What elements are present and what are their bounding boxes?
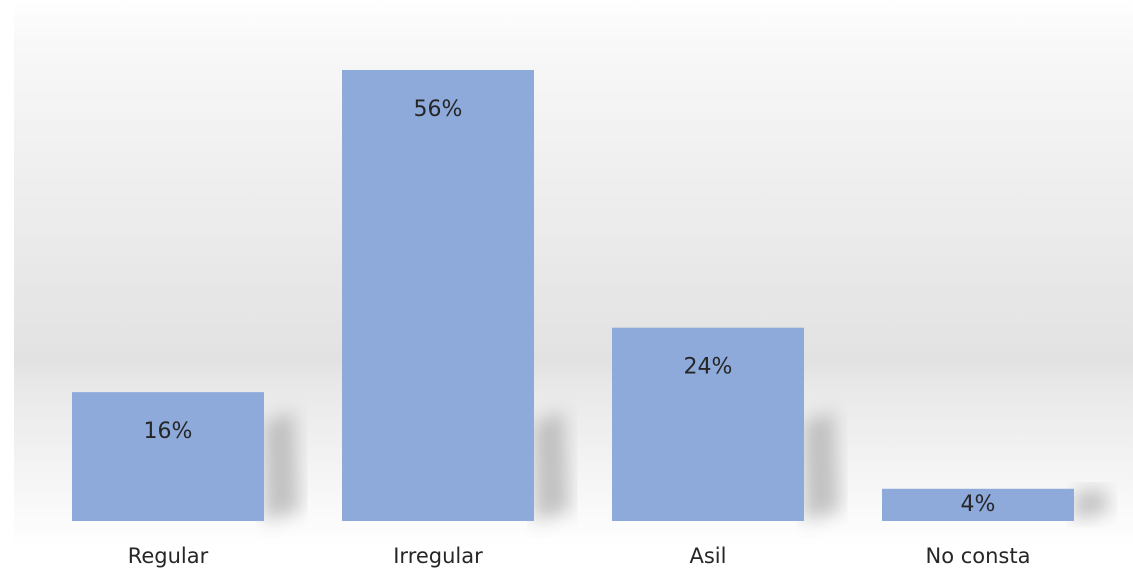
bar-shadow-asil: [804, 411, 840, 521]
x-tick-label-asil: Asil: [690, 544, 727, 568]
bar-asil: [612, 327, 804, 521]
x-tick-label-regular: Regular: [128, 544, 209, 568]
x-tick-label-irregular: Irregular: [393, 544, 483, 568]
x-axis-tick-labels: Regular Irregular Asil No consta: [128, 544, 1031, 568]
bar-shadow-regular: [264, 411, 300, 521]
data-label-asil: 24%: [684, 355, 733, 380]
bars: [72, 70, 1074, 521]
bar-regular: [72, 392, 264, 521]
bar-no-consta: [882, 488, 1074, 521]
x-tick-label-no-consta: No consta: [926, 544, 1031, 568]
bar-shadow-no-consta: [1074, 488, 1110, 521]
bar-shadows: [264, 411, 1110, 521]
data-labels: 16% 56% 24% 4%: [144, 97, 996, 517]
data-label-no-consta: 4%: [961, 492, 996, 517]
bar-shadow-irregular: [534, 411, 570, 521]
data-label-regular: 16%: [144, 419, 193, 444]
data-label-irregular: 56%: [414, 97, 463, 122]
bar-irregular: [342, 70, 534, 521]
